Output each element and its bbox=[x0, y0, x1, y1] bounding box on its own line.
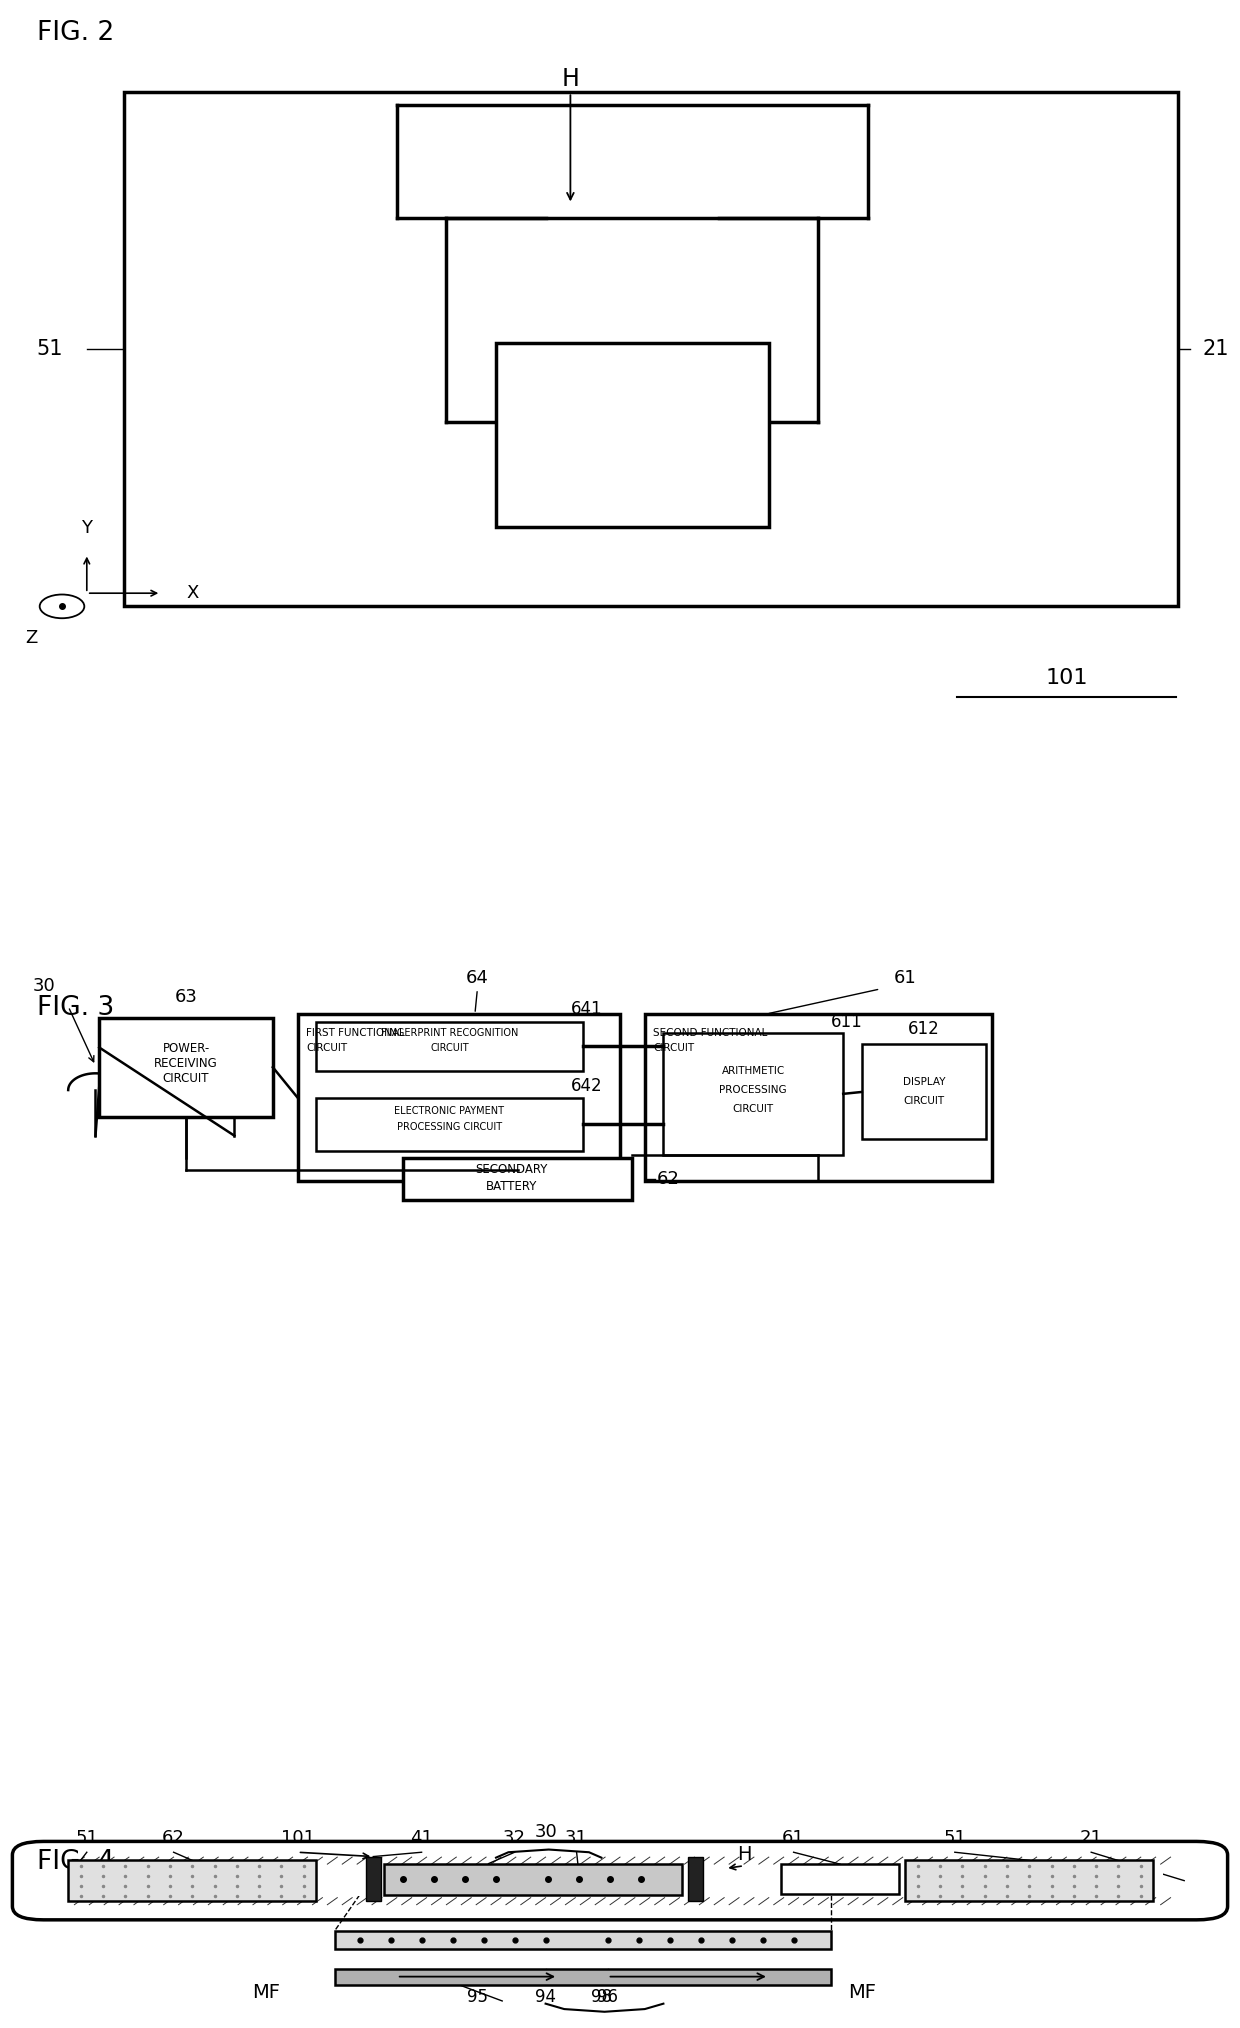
Text: 611: 611 bbox=[831, 1014, 863, 1032]
Text: 64: 64 bbox=[466, 969, 489, 988]
Text: CIRCUIT: CIRCUIT bbox=[430, 1042, 469, 1053]
Text: 96: 96 bbox=[598, 1987, 618, 2006]
Text: CIRCUIT: CIRCUIT bbox=[306, 1042, 347, 1053]
Text: 642: 642 bbox=[570, 1077, 603, 1095]
Bar bbox=[862, 1044, 986, 1140]
Bar bbox=[403, 1158, 632, 1201]
Text: FIRST FUNCTIONAL: FIRST FUNCTIONAL bbox=[306, 1028, 405, 1038]
Text: FINGERPRINT RECOGNITION: FINGERPRINT RECOGNITION bbox=[381, 1028, 518, 1038]
Bar bbox=[384, 1864, 682, 1894]
Text: 41: 41 bbox=[410, 1829, 433, 1848]
Text: SECOND FUNCTIONAL: SECOND FUNCTIONAL bbox=[653, 1028, 768, 1038]
Bar bbox=[298, 1014, 620, 1180]
Text: 51: 51 bbox=[36, 339, 63, 359]
Text: 98: 98 bbox=[591, 1987, 611, 2006]
Text: ELECTRONIC PAYMENT: ELECTRONIC PAYMENT bbox=[394, 1107, 505, 1115]
Text: 641: 641 bbox=[570, 1000, 603, 1018]
Text: POWER-: POWER- bbox=[162, 1042, 210, 1055]
Text: H: H bbox=[562, 67, 579, 91]
FancyBboxPatch shape bbox=[12, 1841, 1228, 1921]
Text: 21: 21 bbox=[1080, 1829, 1102, 1848]
Text: X: X bbox=[186, 584, 198, 602]
Bar bbox=[366, 1856, 381, 1900]
Text: 63: 63 bbox=[175, 988, 197, 1006]
Bar bbox=[316, 1022, 583, 1071]
Bar bbox=[124, 91, 1178, 606]
Bar bbox=[663, 1032, 843, 1154]
Text: 32: 32 bbox=[503, 1829, 526, 1848]
Bar bbox=[77, 1866, 1163, 1896]
Text: MF: MF bbox=[253, 1983, 280, 2002]
Text: DISPLAY: DISPLAY bbox=[903, 1077, 945, 1087]
Bar bbox=[316, 1097, 583, 1150]
Text: SECONDARY: SECONDARY bbox=[475, 1164, 548, 1176]
Text: 30: 30 bbox=[33, 977, 56, 996]
Text: CIRCUIT: CIRCUIT bbox=[653, 1042, 694, 1053]
Text: PROCESSING CIRCUIT: PROCESSING CIRCUIT bbox=[397, 1121, 502, 1132]
Text: H: H bbox=[737, 1845, 751, 1864]
Text: Y: Y bbox=[82, 519, 92, 537]
Text: 612: 612 bbox=[908, 1020, 940, 1038]
Text: 61: 61 bbox=[894, 969, 916, 988]
Text: 62: 62 bbox=[162, 1829, 185, 1848]
Text: 101: 101 bbox=[1045, 669, 1087, 687]
Text: 51: 51 bbox=[76, 1829, 98, 1848]
Bar bbox=[645, 1014, 992, 1180]
Bar bbox=[335, 1969, 831, 1985]
Text: 101: 101 bbox=[280, 1829, 315, 1848]
Text: ARITHMETIC: ARITHMETIC bbox=[722, 1067, 785, 1077]
Text: MF: MF bbox=[848, 1983, 875, 2002]
Text: 95: 95 bbox=[467, 1987, 487, 2006]
Text: FIG. 3: FIG. 3 bbox=[37, 996, 114, 1020]
Bar bbox=[335, 1931, 831, 1949]
Text: CIRCUIT: CIRCUIT bbox=[733, 1103, 774, 1113]
Text: BATTERY: BATTERY bbox=[486, 1180, 537, 1192]
Text: CIRCUIT: CIRCUIT bbox=[903, 1097, 945, 1107]
Text: 62: 62 bbox=[657, 1170, 680, 1188]
Bar bbox=[496, 343, 769, 527]
Text: FIG. 4: FIG. 4 bbox=[37, 1850, 114, 1876]
Bar bbox=[688, 1856, 703, 1900]
Text: 30: 30 bbox=[534, 1823, 557, 1841]
Text: 31: 31 bbox=[565, 1829, 588, 1848]
Text: FIG. 2: FIG. 2 bbox=[37, 20, 114, 47]
Bar bbox=[68, 1860, 316, 1900]
Bar bbox=[905, 1860, 1153, 1900]
Text: 61: 61 bbox=[782, 1829, 805, 1848]
Bar bbox=[99, 1018, 273, 1117]
Text: PROCESSING: PROCESSING bbox=[719, 1085, 787, 1095]
Bar bbox=[781, 1864, 899, 1894]
Text: CIRCUIT: CIRCUIT bbox=[162, 1073, 210, 1085]
Text: RECEIVING: RECEIVING bbox=[154, 1057, 218, 1071]
Text: 94: 94 bbox=[536, 1987, 556, 2006]
Text: 21: 21 bbox=[1203, 339, 1229, 359]
Text: Z: Z bbox=[25, 629, 37, 647]
Text: 51: 51 bbox=[944, 1829, 966, 1848]
